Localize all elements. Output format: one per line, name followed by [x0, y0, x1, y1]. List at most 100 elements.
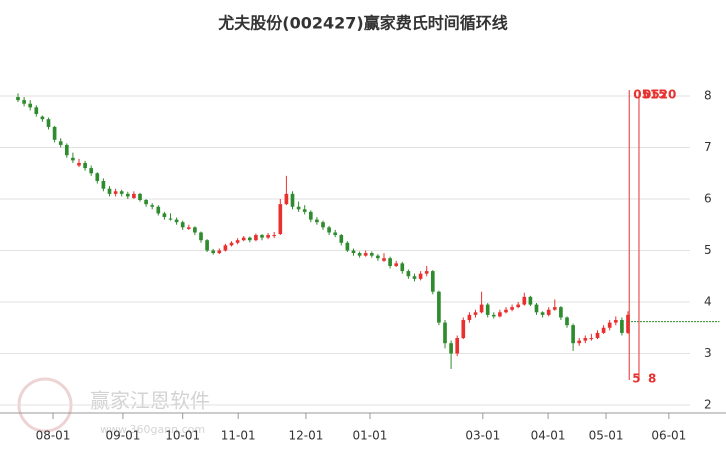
candle-body — [260, 235, 264, 238]
candle-body — [229, 242, 234, 246]
candle-body — [388, 258, 392, 266]
candle-body — [583, 338, 588, 341]
candle-body — [278, 204, 283, 235]
candle-body — [607, 322, 612, 328]
candle-body — [138, 193, 142, 201]
cycle-top-label: 0515 — [633, 88, 666, 102]
candle-body — [168, 218, 173, 220]
candle-body — [376, 255, 380, 259]
x-tick-label: 10-01 — [165, 429, 200, 443]
candle-body — [406, 271, 411, 277]
candle-body — [223, 245, 228, 251]
candle-body — [339, 235, 344, 243]
candle-body — [174, 219, 179, 223]
candle-body — [28, 103, 33, 108]
candle-body — [119, 191, 124, 194]
y-tick-label: 3 — [704, 346, 712, 360]
candle-body — [241, 237, 246, 241]
candle-body — [46, 119, 51, 127]
candle-body — [559, 307, 563, 318]
candle-body — [443, 322, 447, 344]
candle-body — [83, 162, 87, 169]
y-tick-label: 4 — [704, 295, 712, 309]
candle-body — [345, 242, 350, 251]
candle-body — [565, 317, 569, 326]
candle-body — [534, 304, 539, 313]
candle-body — [125, 193, 130, 197]
candle-body — [418, 273, 423, 279]
candle-body — [528, 296, 533, 305]
candle-body — [424, 271, 429, 274]
candle-body — [95, 173, 100, 181]
candle-body — [235, 240, 240, 243]
x-tick-label: 09-01 — [105, 429, 140, 443]
candle-body — [156, 206, 161, 214]
cycle-bottom-label: 5 — [632, 372, 640, 386]
candle-body — [101, 180, 106, 189]
y-tick-label: 6 — [704, 192, 712, 206]
candle-body — [504, 309, 508, 313]
candle-body — [333, 232, 338, 236]
y-tick-label: 2 — [704, 398, 712, 412]
candle-body — [34, 107, 39, 115]
candle-body — [132, 193, 136, 198]
candle-body — [455, 338, 460, 354]
candle-body — [485, 304, 490, 315]
candle-body — [620, 320, 624, 333]
candle-body — [71, 157, 75, 161]
candle-body — [180, 222, 185, 228]
candle-body — [315, 219, 319, 223]
candle-body — [430, 271, 435, 292]
candle-body — [437, 291, 441, 323]
candle-body — [40, 116, 45, 120]
x-tick-label: 06-01 — [651, 429, 686, 443]
watermark-brand: 赢家江恩软件 — [90, 389, 210, 413]
candle-body — [89, 168, 94, 174]
candle-body — [473, 312, 478, 315]
candle-body — [491, 314, 496, 317]
candle-body — [613, 320, 618, 323]
candle-body — [461, 320, 466, 339]
candle-body — [266, 235, 270, 238]
x-tick-label: 03-01 — [465, 429, 500, 443]
candle-body — [400, 263, 405, 272]
candle-body — [321, 222, 325, 228]
y-tick-label: 8 — [704, 89, 712, 103]
x-tick-label: 05-01 — [589, 429, 624, 443]
candle-body — [247, 237, 252, 241]
candle-body — [22, 100, 26, 104]
candle-body — [327, 227, 331, 233]
x-tick-label: 04-01 — [531, 429, 566, 443]
candle-body — [394, 263, 399, 266]
candle-body — [546, 309, 551, 315]
candle-body — [162, 213, 167, 218]
candle-body — [186, 227, 191, 229]
candle-body — [290, 193, 295, 207]
x-tick-label: 08-01 — [36, 429, 71, 443]
candle-body — [357, 253, 362, 256]
cycle-top-label: 0520 — [643, 88, 676, 102]
candle-body — [77, 162, 81, 166]
candle-body — [193, 227, 197, 233]
candle-body — [284, 193, 289, 205]
candle-body — [150, 205, 155, 207]
candle-body — [302, 209, 307, 212]
candle-body — [595, 332, 600, 339]
x-tick-label: 01-01 — [353, 429, 388, 443]
candle-body — [516, 304, 521, 308]
candle-body — [498, 312, 502, 317]
x-tick-label: 12-01 — [288, 429, 323, 443]
candle-body — [296, 206, 301, 210]
candle-body — [540, 312, 545, 315]
candle-body — [308, 211, 313, 220]
candle-body — [272, 235, 277, 237]
y-tick-label: 5 — [704, 243, 712, 257]
candle-body — [479, 304, 484, 313]
candle-body — [351, 250, 356, 254]
candle-body — [449, 343, 453, 354]
candle-body — [589, 338, 594, 340]
watermark: 赢家江恩软件 www.360gann.com — [17, 377, 210, 436]
candle-body — [217, 250, 222, 254]
candle-body — [113, 191, 118, 194]
